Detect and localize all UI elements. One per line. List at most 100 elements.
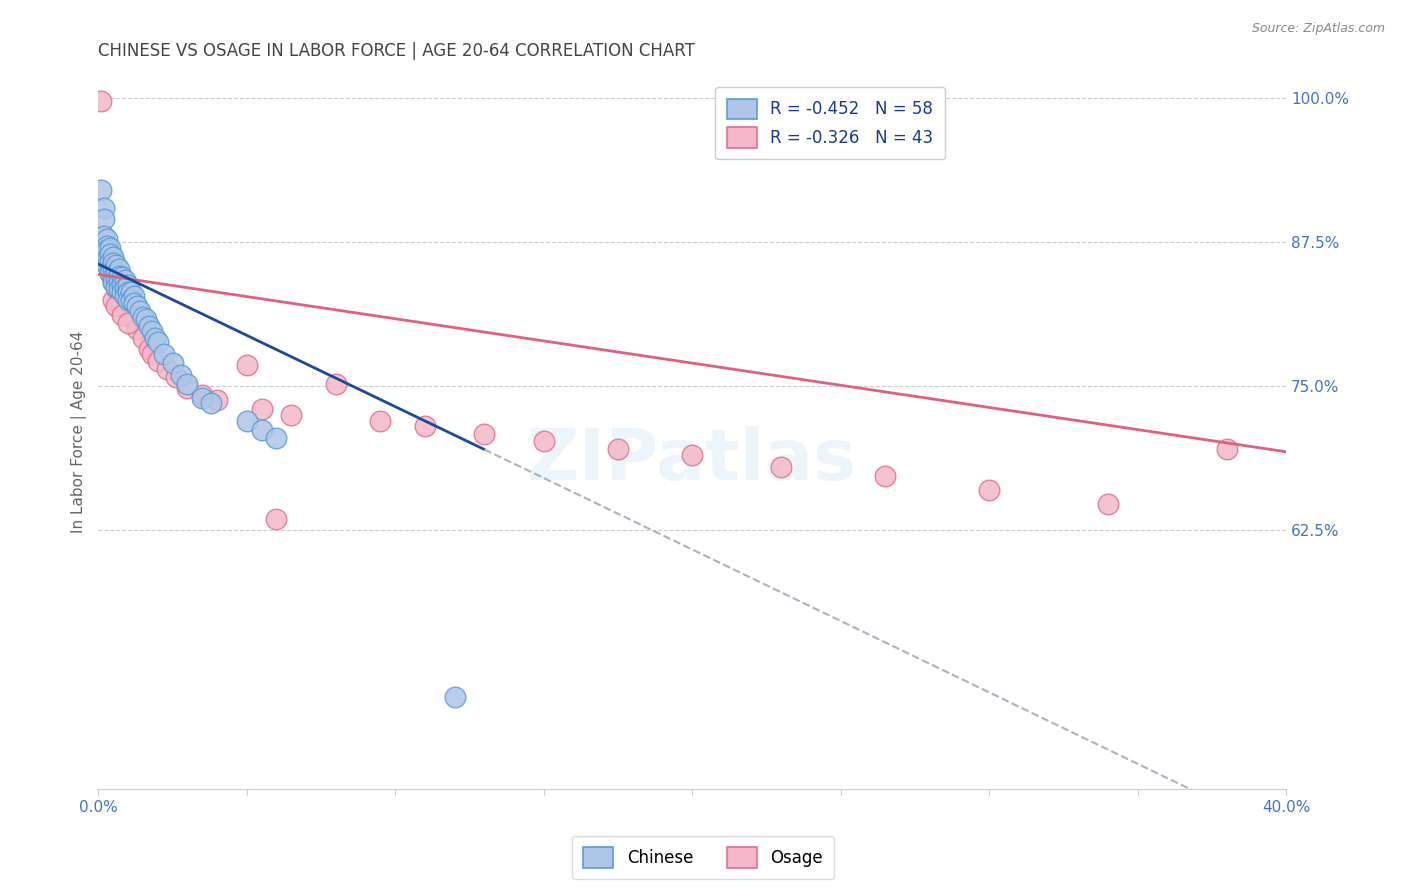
Point	[111, 269, 134, 284]
Point	[108, 276, 131, 290]
Point	[111, 308, 134, 322]
Point	[1215, 442, 1237, 457]
Point	[105, 258, 128, 272]
Point	[114, 289, 136, 303]
Point	[117, 296, 139, 310]
Point	[122, 296, 145, 310]
Point	[325, 376, 347, 391]
Point	[138, 319, 160, 334]
Point	[146, 335, 169, 350]
Point	[132, 331, 155, 345]
Point	[103, 264, 125, 278]
Point	[111, 281, 134, 295]
Point	[105, 280, 128, 294]
Point	[103, 269, 125, 284]
Point	[125, 321, 148, 335]
Point	[176, 381, 198, 395]
Point	[114, 281, 136, 295]
Point	[176, 376, 198, 391]
Point	[875, 469, 897, 483]
Point	[122, 312, 145, 326]
Text: CHINESE VS OSAGE IN LABOR FORCE | AGE 20-64 CORRELATION CHART: CHINESE VS OSAGE IN LABOR FORCE | AGE 20…	[98, 42, 695, 60]
Point	[117, 316, 139, 330]
Point	[117, 277, 139, 292]
Point	[370, 414, 392, 428]
Point	[250, 402, 273, 417]
Legend: R = -0.452   N = 58, R = -0.326   N = 43: R = -0.452 N = 58, R = -0.326 N = 43	[716, 87, 945, 160]
Point	[606, 442, 628, 457]
Point	[103, 276, 125, 290]
Point	[98, 254, 121, 268]
Point	[413, 419, 436, 434]
Point	[114, 273, 136, 287]
Point	[129, 304, 152, 318]
Point	[111, 285, 134, 299]
Point	[105, 266, 128, 280]
Point	[443, 690, 465, 704]
Text: Source: ZipAtlas.com: Source: ZipAtlas.com	[1251, 22, 1385, 36]
Point	[132, 310, 155, 324]
Point	[117, 293, 139, 307]
Point	[98, 266, 121, 280]
Point	[143, 331, 166, 345]
Point	[93, 241, 115, 255]
Point	[108, 261, 131, 276]
Point	[472, 427, 495, 442]
Point	[96, 252, 118, 267]
Point	[266, 431, 288, 445]
Point	[533, 434, 555, 449]
Point	[236, 414, 259, 428]
Point	[98, 241, 121, 255]
Point	[93, 212, 115, 227]
Point	[105, 298, 128, 312]
Point	[162, 356, 184, 370]
Point	[90, 183, 112, 197]
Y-axis label: In Labor Force | Age 20-64: In Labor Force | Age 20-64	[72, 331, 87, 533]
Point	[152, 347, 174, 361]
Point	[141, 347, 163, 361]
Point	[108, 282, 131, 296]
Point	[98, 246, 121, 260]
Point	[250, 423, 273, 437]
Point	[103, 250, 125, 264]
Point	[120, 285, 142, 299]
Point	[770, 459, 793, 474]
Point	[114, 289, 136, 303]
Point	[977, 483, 1000, 497]
Point	[200, 396, 222, 410]
Point	[170, 368, 193, 382]
Point	[205, 392, 228, 407]
Point	[141, 324, 163, 338]
Point	[117, 285, 139, 299]
Point	[156, 361, 179, 376]
Point	[1097, 497, 1119, 511]
Point	[125, 298, 148, 312]
Point	[681, 448, 703, 462]
Point	[165, 370, 187, 384]
Point	[138, 343, 160, 357]
Point	[236, 359, 259, 373]
Point	[103, 256, 125, 270]
Point	[108, 268, 131, 283]
Point	[120, 304, 142, 318]
Point	[108, 276, 131, 290]
Point	[90, 94, 112, 108]
Point	[96, 238, 118, 252]
Point	[105, 281, 128, 295]
Point	[191, 391, 214, 405]
Point	[96, 258, 118, 272]
Point	[96, 244, 118, 258]
Point	[103, 276, 125, 290]
Point	[122, 289, 145, 303]
Point	[105, 273, 128, 287]
Point	[135, 312, 157, 326]
Point	[191, 388, 214, 402]
Point	[111, 277, 134, 292]
Point	[146, 353, 169, 368]
Point	[96, 258, 118, 272]
Legend: Chinese, Osage: Chinese, Osage	[572, 836, 834, 880]
Point	[105, 266, 128, 280]
Point	[96, 232, 118, 246]
Point	[103, 293, 125, 307]
Point	[120, 293, 142, 307]
